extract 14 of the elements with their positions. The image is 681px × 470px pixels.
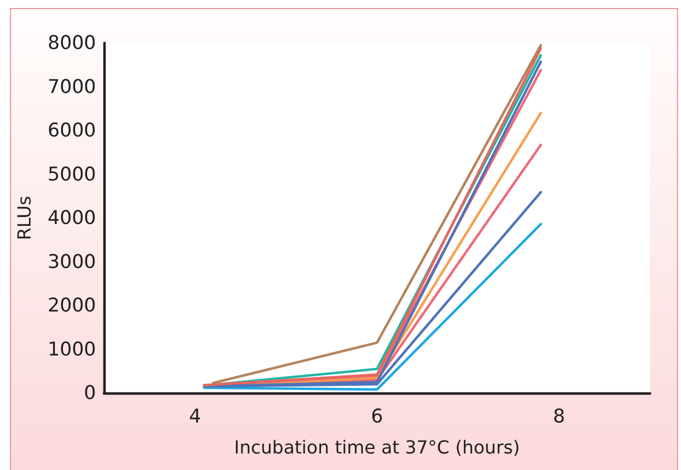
x-axis-title: Incubation time at 37°C (hours): [234, 438, 520, 458]
y-axis-title: RLUs: [14, 196, 36, 240]
y-tick-label: 1000: [48, 338, 96, 360]
y-tick-label: 2000: [48, 294, 96, 316]
y-tick-label: 0: [84, 382, 96, 404]
y-tick-label: 4000: [48, 207, 96, 229]
y-tick-label: 8000: [48, 32, 96, 54]
x-tick-label: 4: [188, 406, 202, 428]
y-tick-label: 7000: [48, 76, 96, 98]
x-tick-label: 6: [370, 406, 384, 428]
y-tick-label: 5000: [48, 163, 96, 186]
y-tick-label: 6000: [48, 120, 96, 142]
y-tick-label: 3000: [48, 250, 96, 273]
x-tick-label: 8: [552, 406, 566, 428]
